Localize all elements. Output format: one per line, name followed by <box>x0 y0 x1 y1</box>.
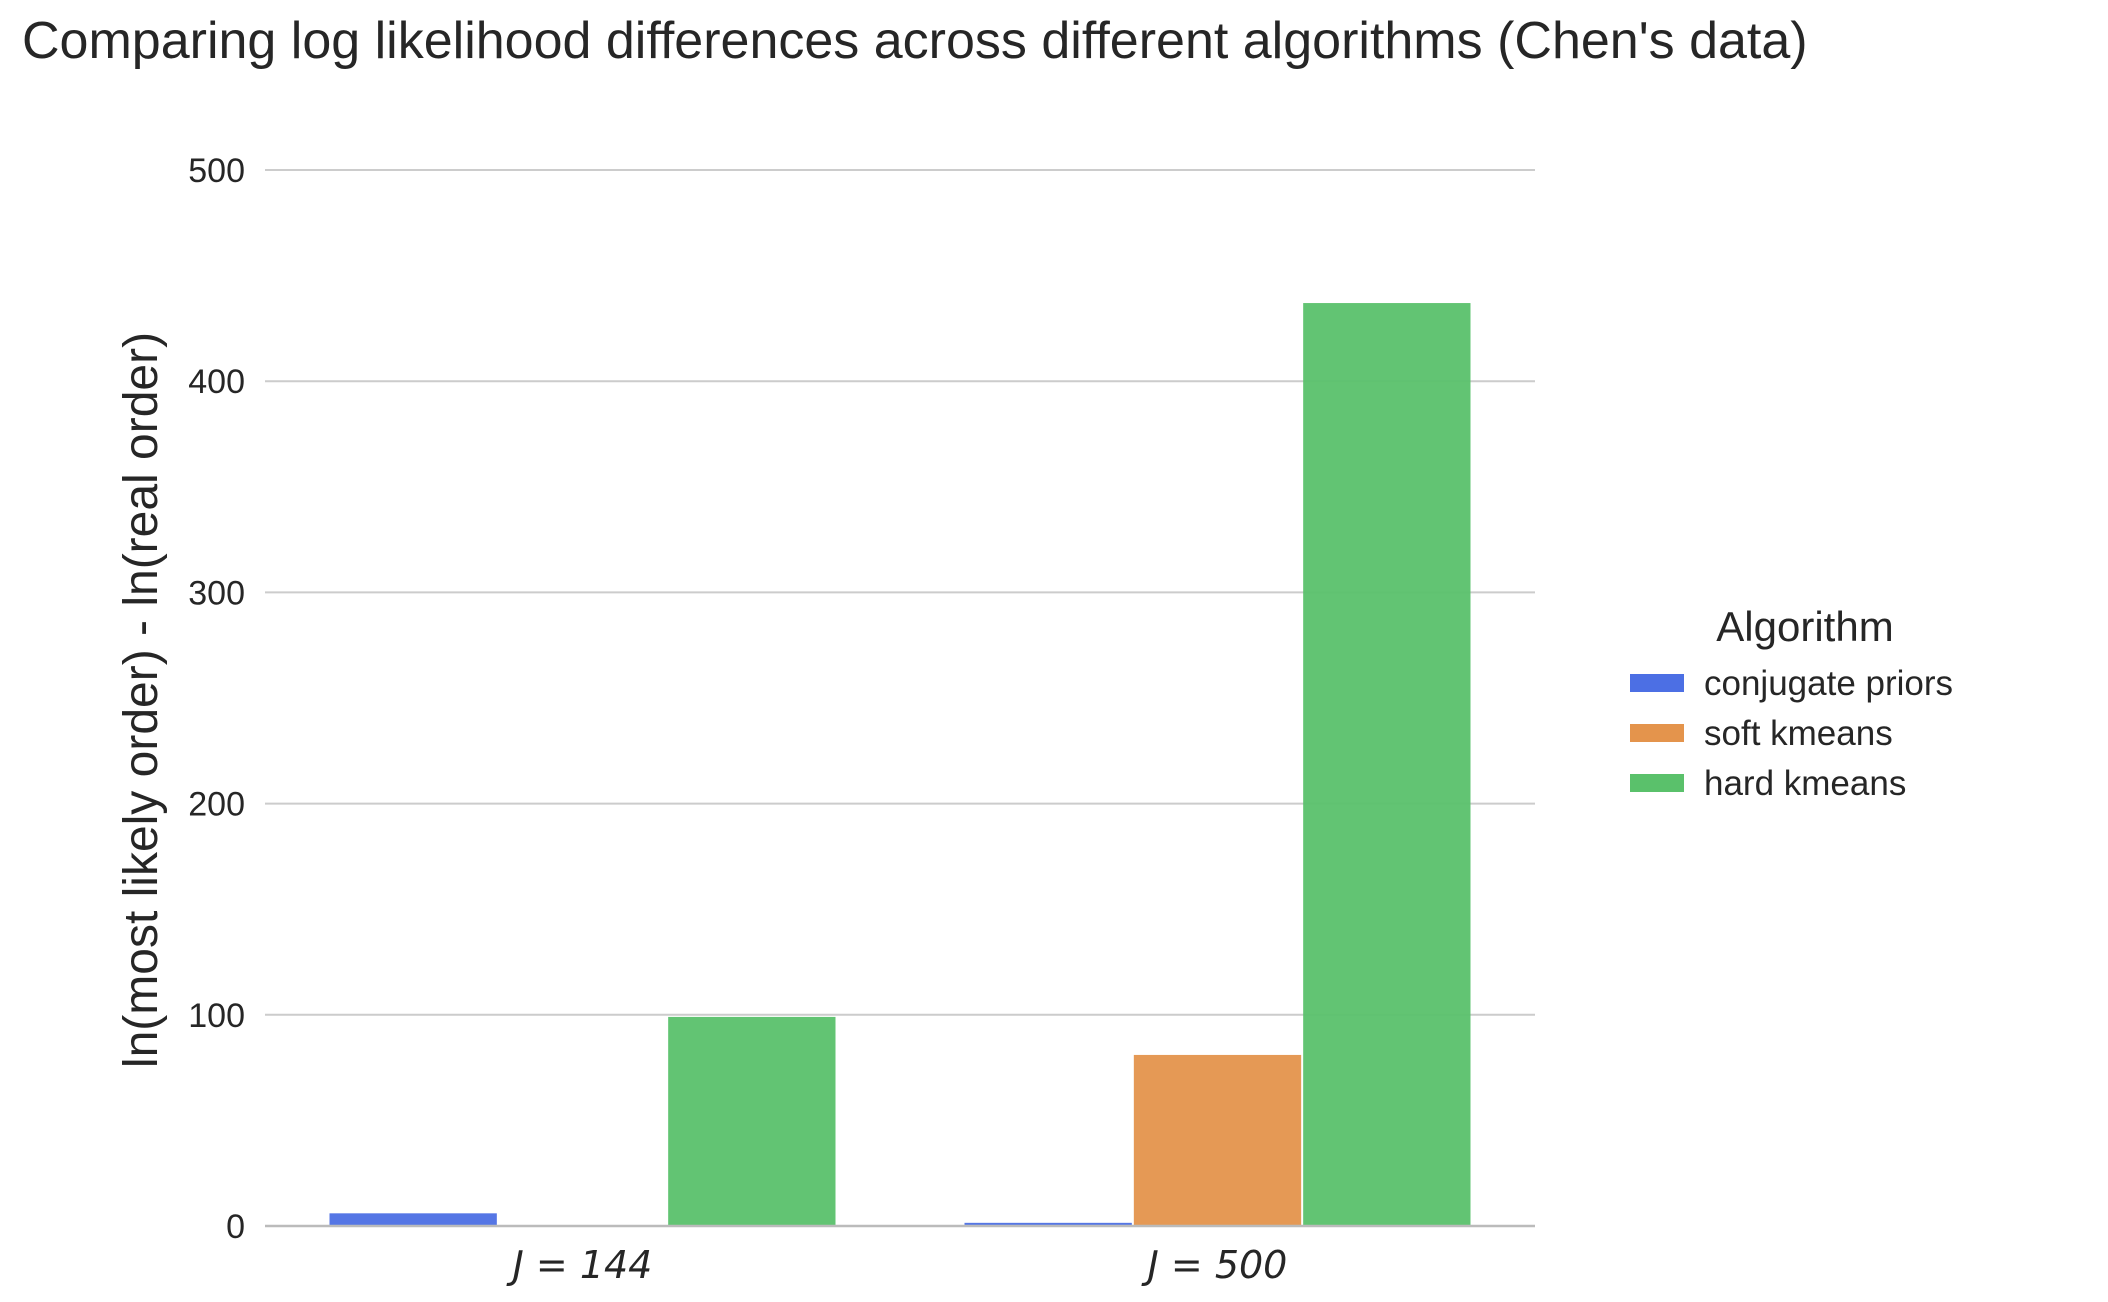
chart-title: Comparing log likelihood differences acr… <box>22 12 1808 70</box>
y-tick-labels: 0 100 200 300 400 500 <box>188 152 245 1246</box>
bar-hard-kmeans-1 <box>1303 303 1471 1226</box>
legend-title: Algorithm <box>1716 603 1893 650</box>
legend-label-hard-kmeans: hard kmeans <box>1704 764 1906 803</box>
legend-items: conjugate priors soft kmeans hard kmeans <box>1630 664 1953 803</box>
y-tick-label: 200 <box>188 786 245 824</box>
y-tick-label: 300 <box>188 574 245 612</box>
legend-label-conjugate-priors: conjugate priors <box>1704 664 1953 703</box>
bar-conjugate-priors-0 <box>329 1213 497 1226</box>
bar-conjugate-priors-1 <box>964 1222 1132 1226</box>
legend-swatch-soft-kmeans <box>1630 724 1684 742</box>
bars <box>329 303 1471 1226</box>
legend: Algorithm conjugate priors soft kmeans har… <box>1630 603 1953 803</box>
y-axis-label: ln(most likely order) - ln(real order) <box>115 332 168 1068</box>
legend-swatch-conjugate-priors <box>1630 674 1684 692</box>
y-tick-label: 0 <box>226 1208 245 1246</box>
y-tick-label: 100 <box>188 997 245 1035</box>
bar-soft-kmeans-1 <box>1133 1054 1302 1226</box>
y-tick-label: 500 <box>188 152 245 190</box>
legend-label-soft-kmeans: soft kmeans <box>1704 714 1893 753</box>
y-tick-label: 400 <box>188 363 245 401</box>
x-tick-labels: J = 144 J = 500 <box>506 1243 1288 1287</box>
legend-swatch-hard-kmeans <box>1630 774 1684 792</box>
x-tick-label: J = 144 <box>506 1243 653 1287</box>
bar-hard-kmeans-0 <box>668 1016 836 1226</box>
x-tick-label: J = 500 <box>1141 1243 1288 1287</box>
